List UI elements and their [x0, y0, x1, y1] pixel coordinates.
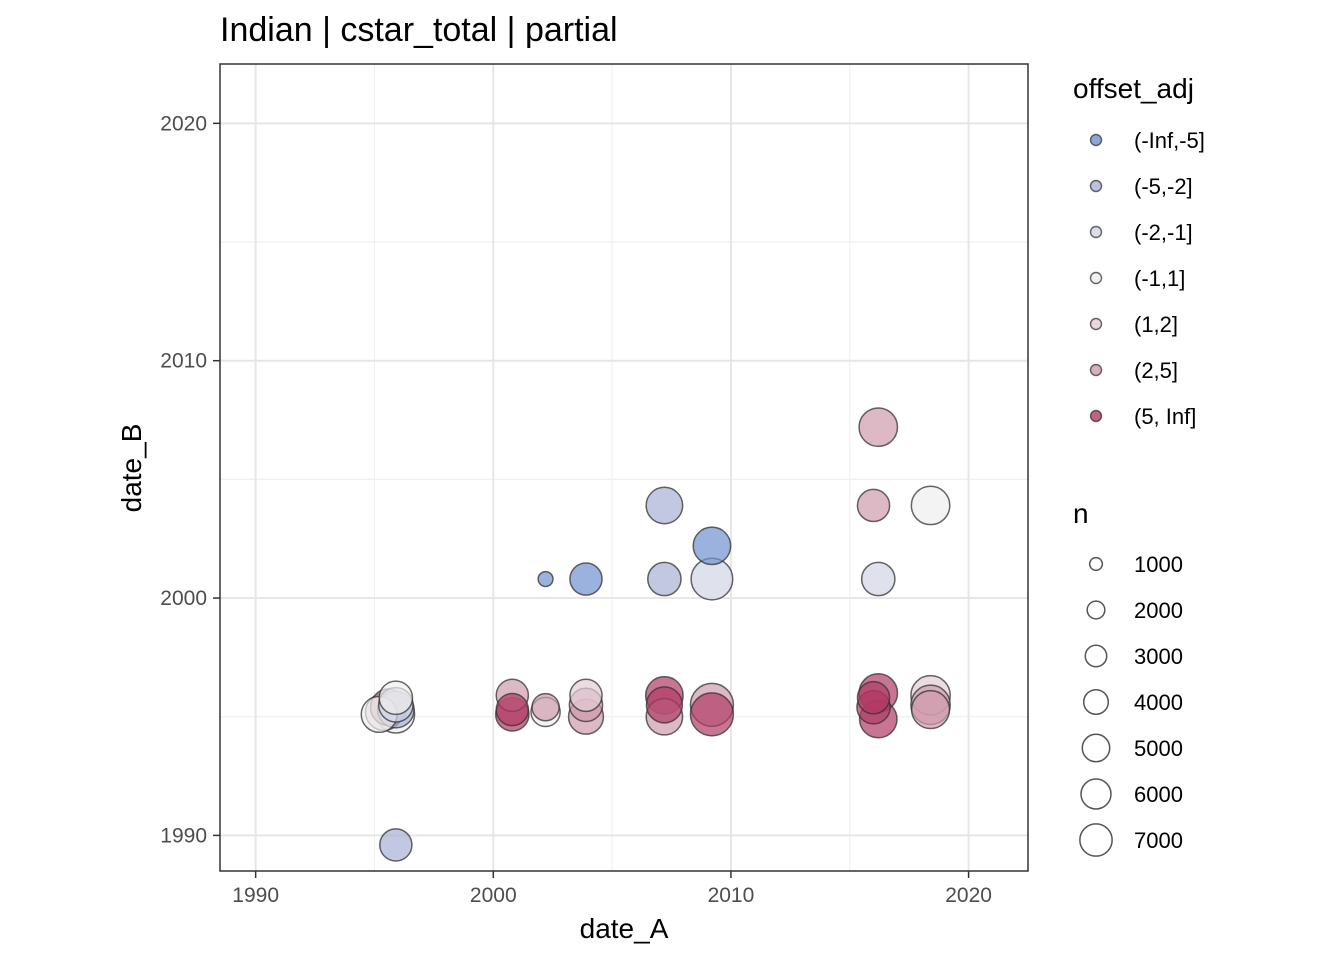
data-point [645, 686, 684, 724]
color-legend-key [1089, 271, 1103, 285]
size-legend-label: 1000 [1134, 552, 1183, 577]
data-point [569, 678, 603, 713]
y-tick-label: 2020 [160, 112, 207, 135]
size-legend-key [1084, 644, 1108, 668]
color-legend-key [1089, 317, 1103, 331]
color-legend-key [1089, 363, 1103, 377]
data-point [379, 828, 413, 862]
size-legend-key [1081, 733, 1111, 763]
y-tick-label: 2010 [160, 350, 207, 373]
data-point [856, 488, 891, 523]
data-point [531, 692, 560, 722]
data-point [378, 680, 414, 716]
data-point [858, 407, 899, 448]
data-point [495, 692, 530, 727]
x-tick-label: 2020 [945, 884, 992, 907]
axes: 1990 2000 2010 2020 1990 2000 2010 2020 [160, 112, 992, 907]
color-legend-key [1089, 133, 1103, 147]
data-point [692, 526, 732, 566]
size-legend-label: 4000 [1134, 690, 1183, 715]
size-legend-key [1079, 823, 1113, 857]
color-legend-label: (5, Inf] [1134, 404, 1196, 429]
color-legend-label: (1,2] [1134, 312, 1178, 337]
color-legend-key [1089, 225, 1103, 239]
data-point [910, 689, 951, 730]
x-tick-label: 2000 [470, 884, 517, 907]
size-legend-label: 2000 [1134, 598, 1183, 623]
size-legend-label: 5000 [1134, 736, 1183, 761]
color-legend-label: (-Inf,-5] [1134, 128, 1205, 153]
data-points [360, 407, 951, 862]
data-point [569, 562, 603, 596]
color-legend-key [1089, 179, 1103, 193]
y-tick-label: 1990 [160, 824, 207, 847]
data-point [910, 485, 951, 526]
data-point [689, 692, 735, 737]
color-legend-label: (-2,-1] [1134, 220, 1193, 245]
panel-background [220, 64, 1028, 871]
size-legend-label: 3000 [1134, 644, 1183, 669]
data-point [856, 680, 891, 715]
size-legend-key [1086, 600, 1106, 620]
color-legend: offset_adj (-Inf,-5] (-5,-2] (-2,-1] (-1,1]… [1073, 73, 1205, 429]
x-tick-label: 2010 [708, 884, 755, 907]
x-axis-title: date_A [580, 913, 669, 944]
color-legend-label: (2,5] [1134, 358, 1178, 383]
y-tick-label: 2000 [160, 587, 207, 610]
x-tick-label: 1990 [232, 884, 279, 907]
y-axis-title: date_B [116, 424, 147, 513]
plot-border [219, 63, 1029, 872]
data-point [647, 561, 682, 597]
color-legend-label: (-1,1] [1134, 266, 1185, 291]
size-legend: n 1000 2000 3000 4000 5000 6000 7000 [1073, 498, 1183, 857]
color-legend-title: offset_adj [1073, 73, 1194, 104]
color-legend-label: (-5,-2] [1134, 174, 1193, 199]
data-point [860, 561, 896, 597]
color-legend-key [1089, 409, 1103, 423]
size-legend-key [1088, 556, 1104, 572]
data-point [537, 570, 554, 588]
plot-panel [220, 64, 1028, 871]
size-legend-label: 7000 [1134, 828, 1183, 853]
data-point [645, 486, 684, 525]
size-legend-label: 6000 [1134, 782, 1183, 807]
size-legend-title: n [1073, 498, 1089, 529]
chart-title: Indian | cstar_total | partial [220, 11, 618, 49]
size-legend-key [1080, 778, 1112, 810]
size-legend-key [1082, 688, 1110, 716]
